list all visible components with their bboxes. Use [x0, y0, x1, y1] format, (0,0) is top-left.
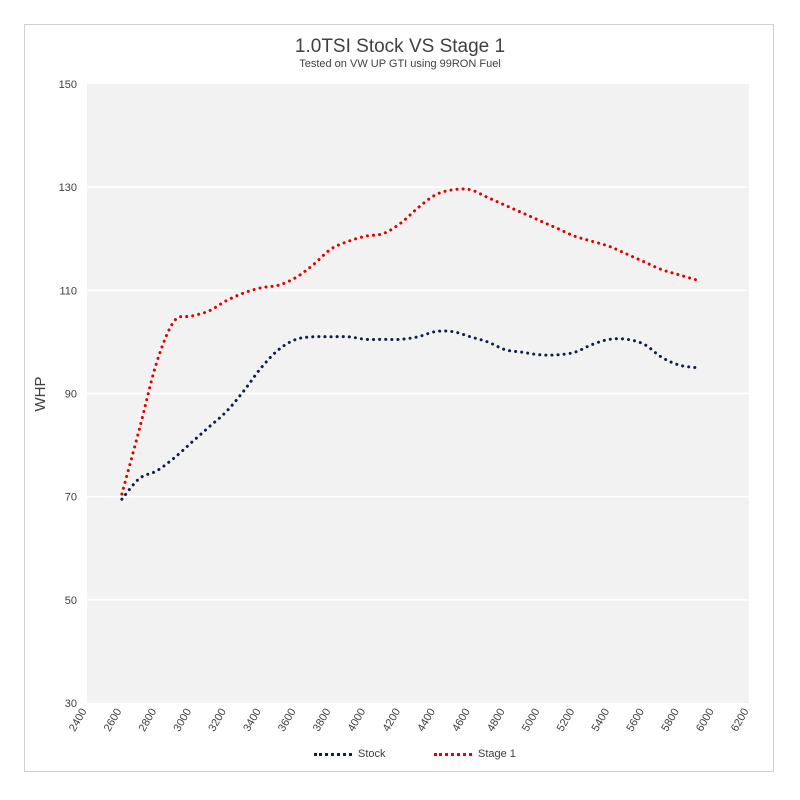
x-tick-label: 3200 [206, 707, 229, 734]
x-tick-label: 3400 [241, 707, 264, 734]
x-tick-label: 4600 [450, 707, 473, 734]
legend-item-stage-1: Stage 1 [434, 748, 516, 760]
series-line-stage-1 [120, 187, 699, 496]
x-tick-label: 4200 [381, 707, 404, 734]
y-tick-labels: 30 50 70 90 110 130 150 [59, 79, 77, 710]
x-tick-label: 6200 [729, 707, 752, 734]
y-tick-label: 110 [59, 285, 77, 297]
x-tick-label: 4800 [485, 707, 508, 734]
y-tick-label: 90 [65, 389, 77, 401]
y-tick-label: 130 [59, 182, 77, 194]
legend-item-stock: Stock [314, 748, 386, 760]
x-tick-label: 3800 [311, 707, 334, 734]
x-tick-label: 6000 [694, 707, 717, 734]
x-tick-label: 2800 [137, 707, 160, 734]
y-axis-label: WHP [32, 377, 49, 412]
x-tick-label: 3000 [171, 707, 194, 734]
y-tick-label: 150 [59, 79, 77, 91]
y-tick-label: 30 [65, 698, 77, 710]
x-tick-label: 4000 [346, 707, 369, 734]
legend-label-stock: Stock [358, 748, 386, 760]
x-tick-label: 5800 [659, 707, 682, 734]
x-tick-labels: 2400 2600 2800 3000 3200 3400 3600 3800 4000 4200… [67, 707, 752, 734]
y-tick-label: 50 [65, 595, 77, 607]
legend-label-stage-1: Stage 1 [478, 748, 516, 760]
series-line-stock [120, 329, 699, 501]
x-tick-label: 5200 [555, 707, 578, 734]
x-tick-label: 2400 [67, 707, 90, 734]
chart-subtitle: Tested on VW UP GTI using 99RON Fuel [299, 58, 501, 70]
legend-swatch-stock [314, 752, 352, 756]
legend: Stock Stage 1 [0, 748, 800, 764]
x-tick-label: 5000 [520, 707, 543, 734]
legend-swatch-stage-1 [434, 752, 472, 756]
x-tick-label: 3600 [276, 707, 299, 734]
gridlines [87, 186, 749, 601]
x-tick-label: 5600 [624, 707, 647, 734]
y-tick-label: 70 [65, 492, 77, 504]
x-tick-label: 5400 [590, 707, 613, 734]
x-tick-label: 2600 [102, 707, 125, 734]
series-group [120, 187, 699, 501]
chart-title: 1.0TSI Stock VS Stage 1 [294, 36, 506, 57]
x-tick-label: 4400 [415, 707, 438, 734]
